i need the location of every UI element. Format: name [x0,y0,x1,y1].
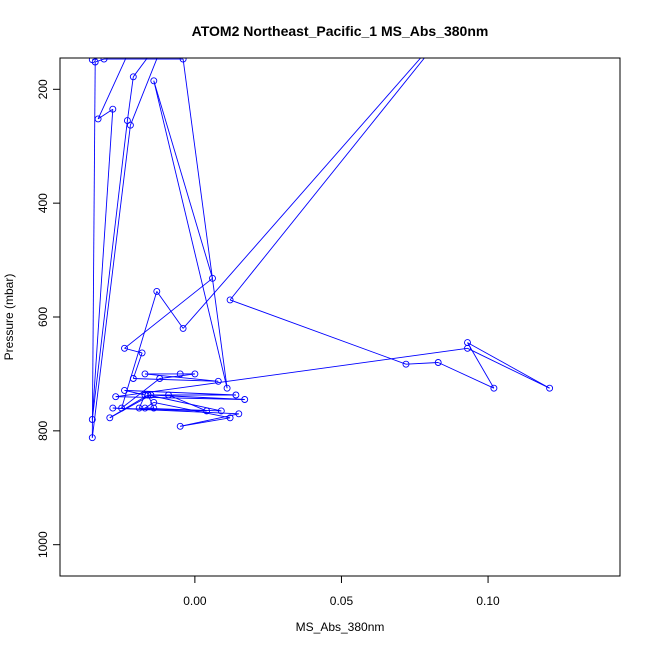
data-point [118,404,126,412]
series-segment [91,61,96,438]
data-point [144,391,152,399]
data-point [179,324,187,332]
data-point [121,386,128,394]
x-tick-label: 0.00 [183,594,207,608]
data-point [546,384,554,392]
series-segment [91,109,114,420]
x-tick-label: 0.10 [476,594,500,608]
series-segment [438,362,495,389]
series-segment [132,352,143,379]
series-segment [180,413,239,427]
series-segment [133,378,219,382]
data-point [94,115,102,123]
series-segment [229,58,425,301]
data-point [88,416,96,423]
x-axis: 0.00 0.05 0.10 [183,575,500,608]
data-point [129,73,137,81]
data-point [141,404,149,412]
series-segment [138,394,146,409]
data-point [88,434,96,442]
series-segment [91,125,131,438]
data-point [176,370,184,378]
series-segment [115,396,245,400]
data-point [232,391,240,399]
data-point [126,121,134,129]
data-point [153,287,161,295]
series-segment [144,373,219,382]
data-point [191,370,199,378]
data-point [217,407,225,415]
data-point [176,422,184,430]
data-point [150,77,158,85]
data-point [91,58,99,66]
series-segment [150,394,245,400]
y-tick-label: 400 [36,193,50,213]
data-point [121,344,128,352]
data-point [490,384,498,392]
y-tick-label: 800 [36,421,50,441]
data-point [141,370,149,378]
data-point [226,414,234,422]
data-point [138,349,146,357]
data-point [141,391,149,399]
data-point [203,407,211,415]
series-segment [405,362,439,365]
series-segment [95,58,105,63]
y-tick-label: 1000 [36,531,50,558]
y-tick-label: 600 [36,307,50,327]
series-segment [153,80,228,389]
y-axis-label: Pressure (mbar) [2,274,16,361]
series-segment [147,394,222,412]
series-segment [159,373,195,379]
data-point [100,58,108,63]
data-point [109,404,117,412]
data-point [150,398,158,406]
series-layer [88,58,554,442]
series-segment [124,389,236,396]
series-segment [129,58,158,126]
series-segment [126,76,134,121]
series-segment [112,407,207,412]
y-tick-label: 200 [36,79,50,99]
data-point [112,393,120,401]
series-segment [109,394,149,419]
series-segment [229,299,407,365]
series-segment [168,394,207,412]
data-point [129,375,137,382]
series-segment [124,389,146,396]
data-point [235,410,243,418]
data-point [179,58,187,63]
series-segment [144,402,155,409]
series-segment [156,291,184,329]
chart-title: ATOM2 Northeast_Pacific_1 MS_Abs_380nm [192,23,489,39]
x-axis-label: MS_Abs_380nm [296,620,385,634]
data-point [165,391,172,399]
series-segment [115,347,468,398]
series-segment [91,120,128,420]
data-point [109,105,117,113]
data-point [214,377,222,385]
data-point [223,384,231,392]
data-point [226,296,234,304]
series-segment [182,58,422,329]
data-point [156,375,164,382]
series-segment [467,347,550,389]
x-tick-label: 0.05 [330,594,354,608]
data-point [106,414,114,422]
data-point [402,360,410,368]
series-segment [132,58,148,78]
data-point [241,396,249,403]
series-segment [182,59,228,389]
data-point [434,359,442,366]
series-segment [139,407,222,412]
y-axis: 200 400 600 800 1000 [36,79,61,558]
data-point [464,344,471,352]
series-segment [153,80,213,279]
series-segment [97,58,127,120]
series-segment [467,342,550,389]
series-segment [124,277,213,349]
data-point [209,274,216,282]
